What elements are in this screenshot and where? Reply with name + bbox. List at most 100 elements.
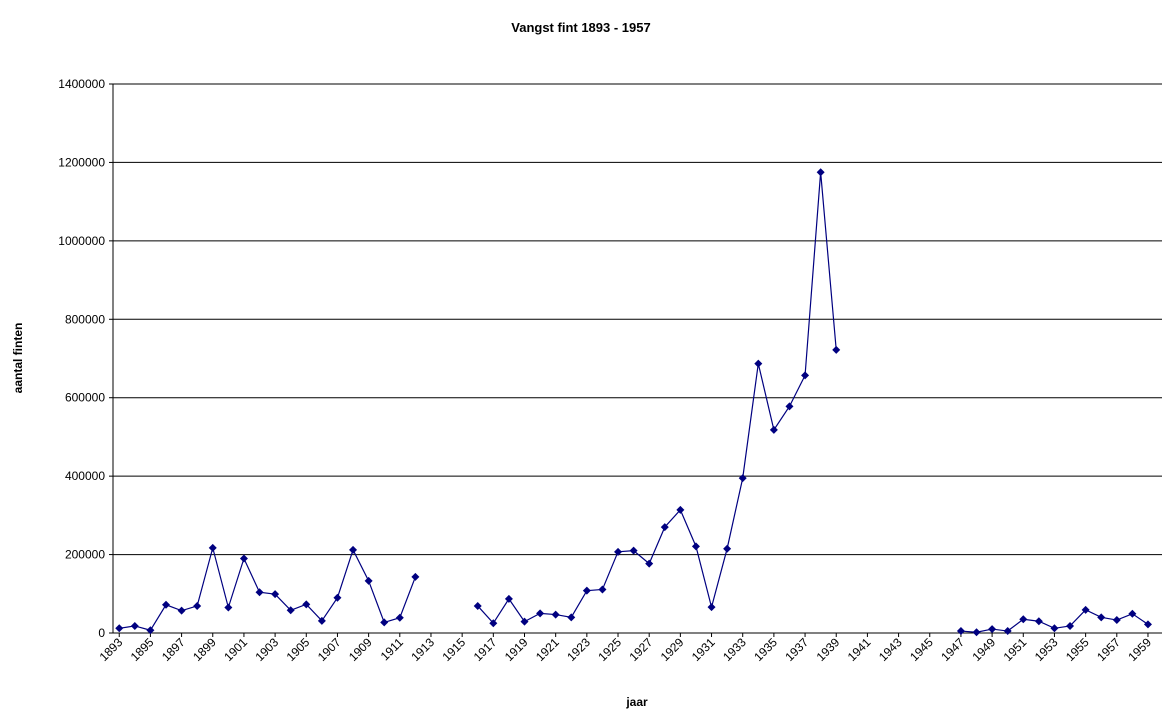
point-marker (738, 474, 747, 483)
x-tick-label: 1929 (658, 635, 687, 664)
point-marker (1112, 616, 1121, 625)
x-tick-label: 1911 (378, 635, 406, 663)
point-marker (1066, 621, 1075, 630)
point-marker (988, 625, 997, 634)
point-marker (614, 547, 623, 556)
x-tick-label: 1913 (408, 635, 437, 664)
x-tick-label: 1959 (1125, 635, 1154, 664)
x-tick-label: 1947 (938, 635, 967, 664)
chart-title: Vangst fint 1893 - 1957 (511, 20, 650, 35)
point-marker (629, 546, 638, 555)
y-tick-label: 400000 (65, 469, 105, 483)
x-tick-label: 1919 (502, 635, 531, 664)
x-tick-label: 1927 (627, 635, 656, 664)
point-marker (816, 168, 825, 177)
point-marker (411, 572, 420, 581)
x-tick-label: 1917 (471, 635, 500, 664)
point-marker (239, 554, 248, 563)
y-axis-label: aantal finten (11, 323, 25, 394)
point-marker (349, 545, 358, 554)
point-marker (224, 603, 233, 612)
x-tick-label: 1941 (845, 635, 874, 664)
point-marker (286, 606, 295, 615)
point-marker (660, 523, 669, 532)
x-tick-label: 1945 (907, 635, 936, 664)
x-tick-label: 1957 (1094, 635, 1123, 664)
point-marker (489, 619, 498, 628)
point-marker (1097, 613, 1106, 622)
x-tick-label: 1943 (876, 635, 905, 664)
x-tick-label: 1907 (315, 635, 344, 664)
point-marker (193, 601, 202, 610)
point-marker (785, 402, 794, 411)
point-marker (1143, 620, 1152, 629)
point-marker (520, 617, 529, 626)
point-marker (598, 585, 607, 594)
x-tick-label: 1955 (1063, 635, 1092, 664)
point-marker (707, 603, 716, 612)
point-marker (271, 590, 280, 599)
y-tick-label: 1400000 (58, 77, 105, 91)
point-marker (645, 559, 654, 568)
point-marker (536, 609, 545, 618)
point-marker (504, 594, 513, 603)
point-marker (473, 601, 482, 610)
y-tick-label: 0 (98, 626, 105, 640)
point-marker (1003, 627, 1012, 636)
x-tick-label: 1895 (128, 635, 157, 664)
point-marker (551, 610, 560, 619)
x-tick-label: 1909 (346, 635, 375, 664)
point-marker (1081, 605, 1090, 614)
point-marker (1050, 624, 1059, 633)
x-tick-label: 1935 (751, 635, 780, 664)
point-marker (177, 606, 186, 615)
point-marker (130, 621, 139, 630)
point-marker (1128, 609, 1137, 618)
x-tick-label: 1925 (595, 635, 624, 664)
x-tick-label: 1949 (969, 635, 998, 664)
x-axis-label: jaar (625, 695, 648, 709)
x-tick-label: 1903 (252, 635, 281, 664)
y-tick-label: 1200000 (58, 155, 105, 169)
y-tick-label: 1000000 (58, 234, 105, 248)
point-marker (676, 505, 685, 514)
point-marker (255, 588, 264, 597)
x-tick-label: 1905 (284, 635, 313, 664)
x-tick-label: 1915 (439, 635, 468, 664)
point-marker (567, 613, 576, 622)
point-marker (364, 576, 373, 585)
point-marker (161, 600, 170, 609)
point-marker (582, 586, 591, 595)
point-marker (1019, 615, 1028, 624)
point-marker (380, 618, 389, 627)
x-tick-label: 1933 (720, 635, 749, 664)
point-marker (395, 613, 404, 622)
point-marker (769, 425, 778, 434)
x-tick-label: 1923 (564, 635, 593, 664)
point-marker (1034, 617, 1043, 626)
point-marker (115, 624, 124, 633)
point-marker (801, 371, 810, 380)
point-marker (146, 626, 155, 635)
y-tick-label: 200000 (65, 548, 105, 562)
point-marker (972, 628, 981, 637)
point-marker (691, 542, 700, 551)
point-marker (208, 543, 217, 552)
x-tick-label: 1931 (689, 635, 718, 664)
point-marker (956, 627, 965, 636)
x-tick-label: 1901 (221, 635, 250, 664)
x-tick-label: 1921 (533, 635, 562, 664)
point-marker (317, 616, 326, 625)
x-tick-label: 1899 (190, 635, 219, 664)
point-marker (333, 593, 342, 602)
y-tick-label: 800000 (65, 312, 105, 326)
point-marker (723, 544, 732, 553)
point-marker (754, 359, 763, 368)
x-tick-label: 1951 (1001, 635, 1030, 664)
x-tick-label: 1897 (159, 635, 188, 664)
y-tick-label: 600000 (65, 391, 105, 405)
point-marker (832, 345, 841, 354)
point-marker (302, 600, 311, 609)
x-tick-label: 1953 (1032, 635, 1061, 664)
